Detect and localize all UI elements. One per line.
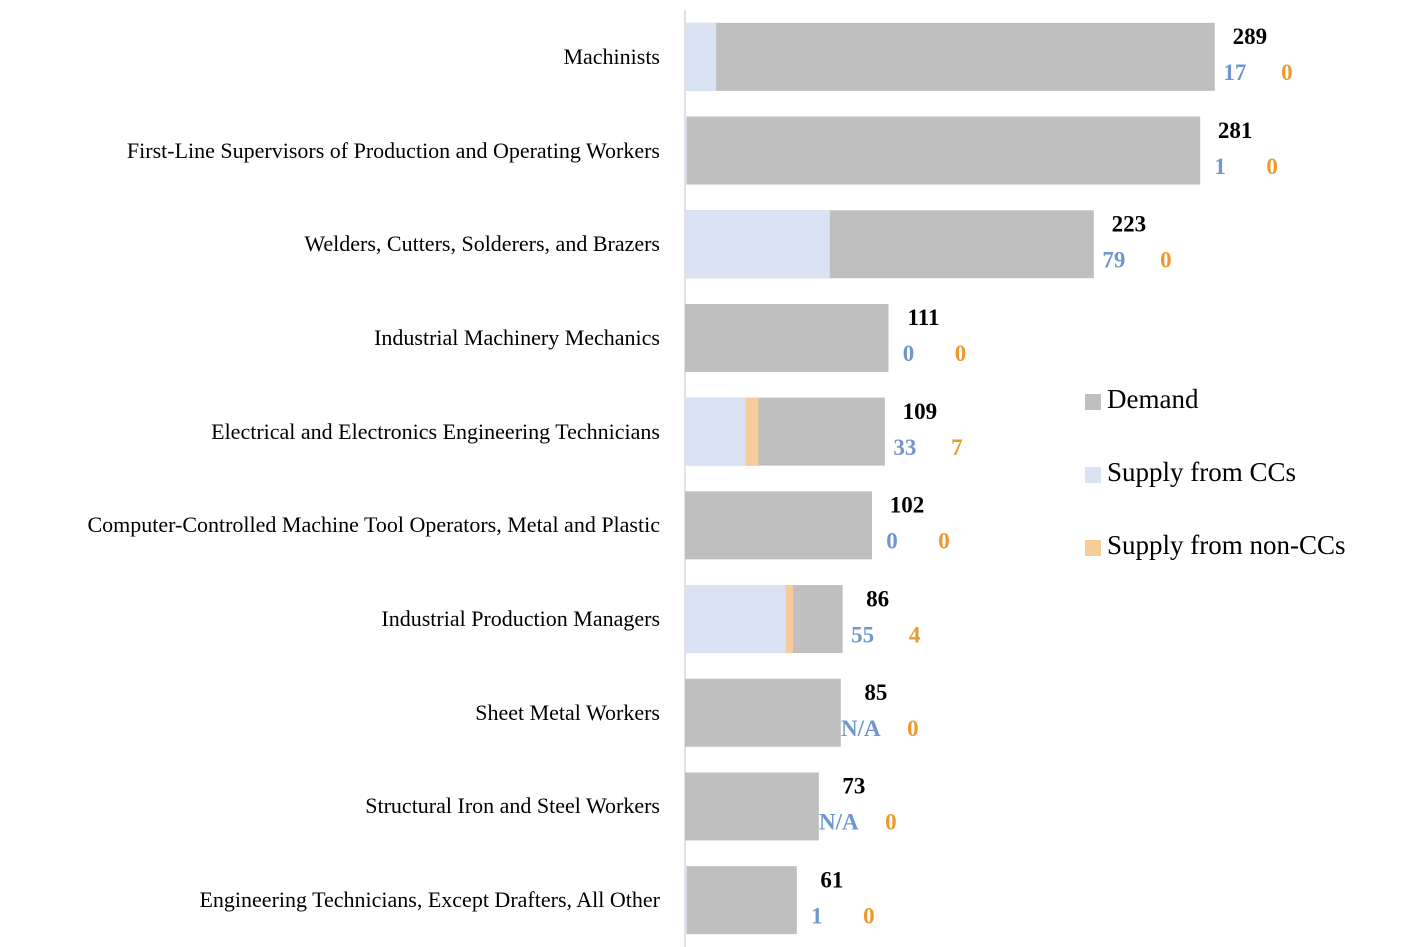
demand-label: 289	[1233, 24, 1268, 49]
category-label: Industrial Machinery Mechanics	[374, 324, 660, 350]
cc-label: 1	[811, 903, 823, 928]
legend-label: Supply from non-CCs	[1107, 530, 1346, 560]
cc-supply-bar	[685, 210, 830, 279]
cc-label: N/A	[819, 810, 859, 835]
noncc-label: 0	[863, 903, 875, 928]
demand-label: 73	[842, 774, 865, 799]
cc-label: 0	[903, 341, 915, 366]
noncc-label: 0	[938, 529, 950, 554]
noncc-supply-bar	[745, 397, 759, 466]
demand-label: 223	[1112, 212, 1147, 237]
demand-bar	[685, 866, 797, 935]
legend-label: Demand	[1107, 384, 1199, 414]
cc-label: 0	[886, 529, 898, 554]
cc-label: 55	[851, 622, 874, 647]
cc-supply-bar	[685, 22, 717, 91]
demand-label: 111	[908, 305, 940, 330]
category-label: Electrical and Electronics Engineering T…	[211, 418, 660, 444]
demand-label: 85	[864, 680, 887, 705]
noncc-label: 0	[955, 341, 967, 366]
category-label: First-Line Supervisors of Production and…	[126, 137, 660, 163]
category-label: Computer-Controlled Machine Tool Operato…	[87, 512, 660, 538]
cc-label: 1	[1214, 154, 1226, 179]
noncc-supply-bar	[785, 585, 794, 654]
cc-supply-bar	[685, 866, 687, 935]
noncc-label: 0	[907, 716, 919, 741]
cc-label: 79	[1102, 248, 1125, 273]
demand-label: 86	[866, 586, 889, 611]
legend-swatch	[1085, 467, 1101, 483]
cc-supply-bar	[685, 585, 786, 654]
demand-bar	[685, 303, 889, 372]
category-label: Sheet Metal Workers	[475, 699, 660, 725]
noncc-label: 0	[1281, 60, 1293, 85]
demand-bar	[685, 116, 1201, 185]
demand-bar	[685, 772, 819, 841]
noncc-label: 0	[1160, 248, 1172, 273]
demand-label: 281	[1218, 118, 1253, 143]
category-label: Machinists	[563, 43, 660, 69]
category-label: Welders, Cutters, Solderers, and Brazers	[304, 231, 660, 257]
legend-swatch	[1085, 540, 1101, 556]
cc-supply-bar	[685, 397, 746, 466]
category-label: Structural Iron and Steel Workers	[365, 793, 660, 819]
demand-bar	[685, 491, 872, 560]
noncc-label: 4	[909, 622, 921, 647]
demand-label: 61	[820, 867, 843, 892]
cc-label: 33	[893, 435, 916, 460]
cc-label: 17	[1223, 60, 1246, 85]
category-label: Engineering Technicians, Except Drafters…	[199, 887, 660, 913]
demand-bar	[685, 22, 1215, 91]
noncc-label: 0	[885, 810, 897, 835]
category-label: Industrial Production Managers	[381, 606, 660, 632]
noncc-label: 7	[951, 435, 963, 460]
demand-bar	[685, 678, 841, 747]
cc-supply-bar	[685, 116, 687, 185]
demand-label: 109	[903, 399, 938, 424]
noncc-label: 0	[1266, 154, 1278, 179]
demand-label: 102	[890, 493, 925, 518]
legend-label: Supply from CCs	[1107, 457, 1296, 487]
legend-swatch	[1085, 394, 1101, 410]
cc-label: N/A	[841, 716, 881, 741]
